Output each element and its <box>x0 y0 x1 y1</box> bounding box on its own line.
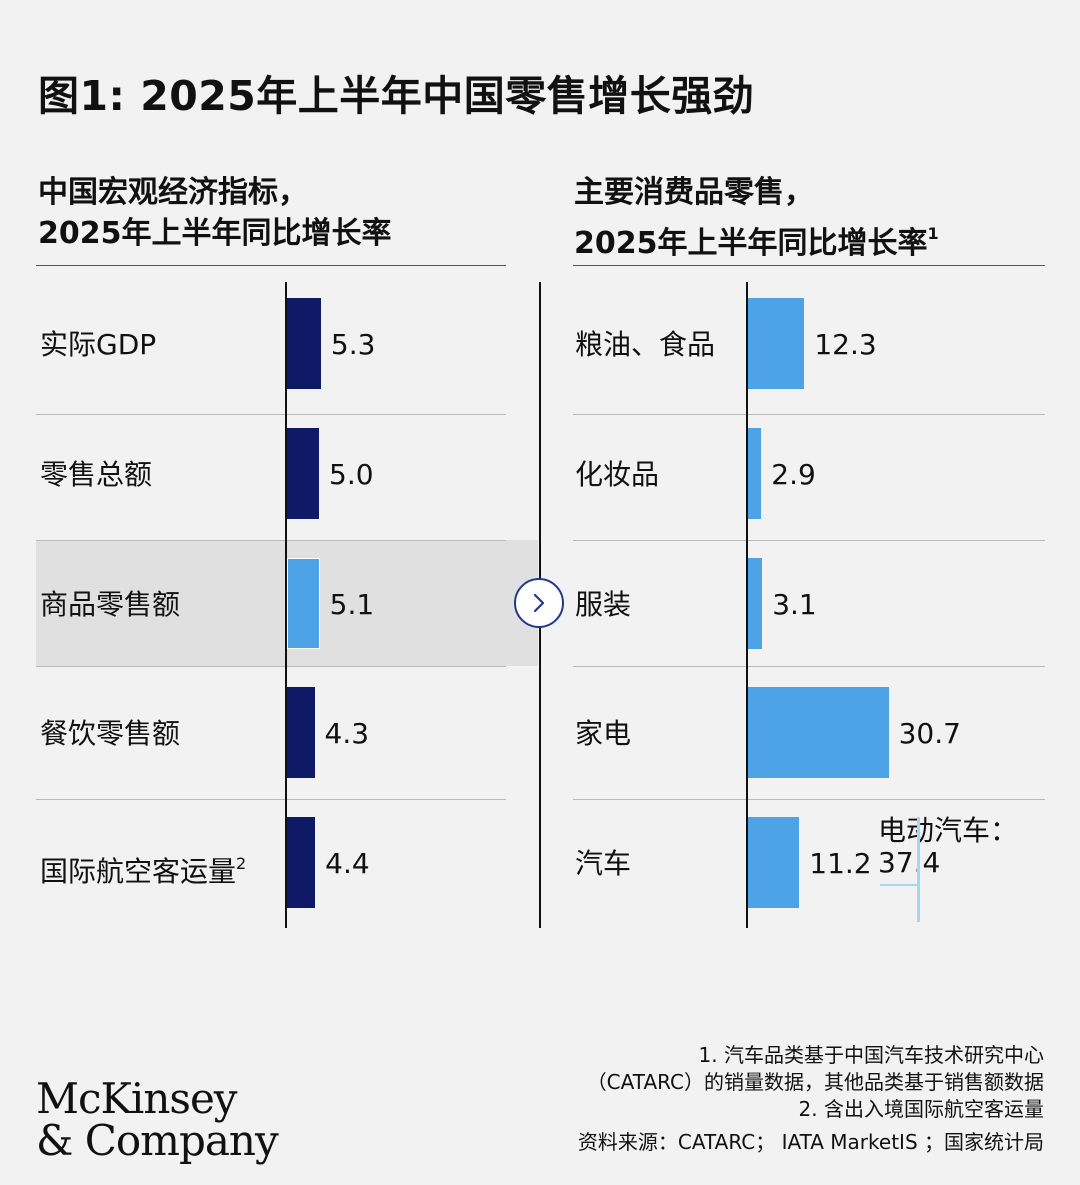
left-panel-heading: 中国宏观经济指标， 2025年上半年同比增长率 <box>38 172 392 254</box>
row-separator-left <box>36 666 506 667</box>
ev-annotation-vline <box>917 817 921 922</box>
row-separator-left <box>36 799 506 800</box>
value-label: 12.3 <box>814 328 877 361</box>
bar <box>748 558 763 649</box>
bar <box>287 687 315 778</box>
right-heading-line1: 主要消费品零售， <box>574 175 814 210</box>
bar <box>748 687 889 778</box>
bar <box>287 817 316 908</box>
right-heading-rule <box>573 265 1045 266</box>
row-separator-left <box>36 414 506 415</box>
right-heading-footnote-mark: 1 <box>927 224 939 243</box>
row-separator-right <box>573 540 1045 541</box>
value-label: 5.3 <box>330 328 376 361</box>
value-label: 3.1 <box>772 588 817 621</box>
category-label: 家电 <box>575 717 632 750</box>
right-heading-line2-text: 2025年上半年同比增长率 <box>574 226 928 261</box>
value-label: 4.4 <box>325 847 370 880</box>
category-label: 国际航空客运量2 <box>40 854 247 888</box>
ev-annotation-value: 37.4 <box>878 846 941 879</box>
ev-annotation-label: 电动汽车： <box>878 814 1019 847</box>
left-chart-axis <box>285 282 287 928</box>
category-label: 化妆品 <box>575 458 660 491</box>
bar <box>748 428 762 519</box>
category-label: 商品零售额 <box>40 588 181 621</box>
row-separator-right <box>573 799 1045 800</box>
row-separator-right <box>573 414 1045 415</box>
source-note: 资料来源：CATARC； IATA MarketIS ；国家统计局 <box>577 1130 1044 1154</box>
right-heading-line2: 2025年上半年同比增长率1 <box>574 213 939 264</box>
mckinsey-logo: McKinsey & Company <box>36 1074 279 1165</box>
page-title: 图1: 2025年上半年中国零售增长强劲 <box>38 72 755 120</box>
left-heading-rule <box>36 265 506 266</box>
logo-line1: McKinsey <box>36 1074 238 1123</box>
bar <box>748 298 805 389</box>
value-label: 4.3 <box>324 717 370 750</box>
footnote-mark: 2 <box>236 854 247 873</box>
row-separator-left <box>36 540 506 541</box>
logo-line2: & Company <box>36 1116 279 1165</box>
left-heading-line1: 中国宏观经济指标， <box>38 175 308 210</box>
footnotes: 1. 汽车品类基于中国汽车技术研究中心 （CATARC）的销量数据，其他品类基于… <box>578 1042 1044 1156</box>
bar <box>748 817 800 908</box>
bar <box>287 428 319 519</box>
bar <box>287 558 320 649</box>
footnote-1b: （CATARC）的销量数据，其他品类基于销售额数据 <box>586 1070 1044 1094</box>
right-panel-heading: 主要消费品零售， 2025年上半年同比增长率1 <box>574 172 939 264</box>
footnote-2: 2. 含出入境国际航空客运量 <box>798 1097 1044 1121</box>
value-label: 5.0 <box>329 458 374 491</box>
value-label: 2.9 <box>771 458 816 491</box>
row-separator-right <box>573 666 1045 667</box>
chevron-right-icon <box>529 591 549 615</box>
footnote-1a: 1. 汽车品类基于中国汽车技术研究中心 <box>698 1043 1044 1067</box>
left-heading-line2: 2025年上半年同比增长率 <box>38 216 392 251</box>
category-label: 实际GDP <box>40 328 157 361</box>
category-label: 粮油、食品 <box>575 328 716 361</box>
value-label: 30.7 <box>898 717 961 750</box>
value-label: 5.1 <box>329 588 375 621</box>
bar <box>287 298 321 389</box>
value-label: 11.2 <box>809 847 872 880</box>
next-panel-button[interactable] <box>514 578 564 628</box>
category-label: 零售总额 <box>40 458 153 491</box>
ev-annotation-hline <box>880 884 920 886</box>
category-label: 服装 <box>575 588 632 621</box>
category-label: 餐饮零售额 <box>40 717 181 750</box>
right-chart-axis <box>746 282 748 928</box>
category-label: 汽车 <box>575 847 632 880</box>
